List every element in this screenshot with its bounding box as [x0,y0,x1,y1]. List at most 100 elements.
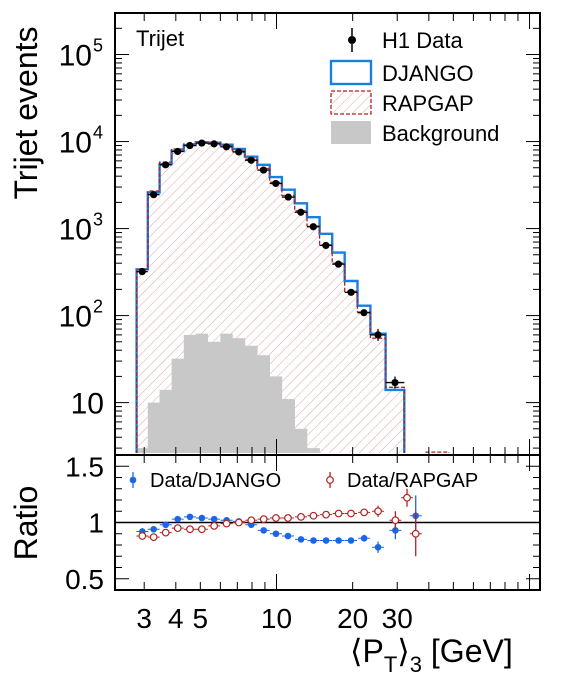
background-bar [136,448,149,453]
ratio-point-rapgap [149,533,158,542]
background-bar [207,341,221,453]
background-bar [171,358,185,453]
rapgap-histogram [135,141,450,453]
ratio-point-django [150,525,157,533]
y-tick-label: 10 [59,301,92,334]
rapgap-bar [147,191,160,453]
y-tick-label: 10 [71,388,104,421]
background-bar [294,428,308,453]
legend-marker-background [331,121,371,144]
data-point [391,378,399,387]
ratio-point-django [392,527,399,534]
y-tick-label: 10 [59,214,92,247]
background-bar [159,389,172,453]
rapgap-bar [319,244,333,453]
data-point [334,260,343,268]
ratio-y-tick-label: 1 [88,508,104,539]
legend-marker-data-dot [348,36,356,44]
ratio-point-rapgap [259,515,268,524]
x-tick-label: 10 [261,603,292,634]
ratio-point-django [360,534,368,542]
ratio-point-rapgap [334,509,343,518]
ratio-point-rapgap [138,532,147,540]
ratio-point-rapgap [360,508,369,517]
y-tick-exponent: 2 [93,297,103,317]
ratio-point-django [297,536,305,543]
main-panel [114,12,541,456]
legend-label: H1 Data [382,28,463,53]
ratio-point-rapgap [309,511,318,520]
ratio-point-rapgap [222,519,231,528]
x-tick-label: 4 [168,603,184,634]
y-tick-exponent: 5 [93,36,103,56]
data-point [186,141,194,150]
ratio-y-tick-label: 1.5 [65,451,104,482]
y-axis-title: Trijet events [8,26,44,199]
legend-marker-django-ratio-dot [129,476,137,484]
x-axis-title-part: 3 [410,652,422,677]
ratio-y-tick-label: 0.5 [65,564,104,595]
background-bar [195,333,209,453]
ratio-point-django [347,537,355,544]
background-bar [257,355,271,453]
legend-marker-rapgap [330,90,372,115]
data-point [174,147,182,156]
legend-label: Data/DJANGO [150,470,281,492]
ratio-point-rapgap [284,514,292,522]
x-axis-title-part: T [384,652,397,677]
data-point [347,288,355,296]
rapgap-bar [385,387,405,453]
x-tick-label: 20 [337,603,368,634]
data-point [297,208,305,216]
legend-marker-rapgap-ratio-dot [326,476,334,484]
legend-label: Data/RAPGAP [347,470,478,492]
data-point [259,166,268,174]
ratio-point-rapgap [374,507,382,516]
ratio-point-django [260,527,267,534]
x-axis-title-part: ⟩ [397,633,409,669]
x-tick-label: 5 [193,603,209,634]
data-point [150,191,158,199]
panel-tag: Trijet [136,26,184,51]
ratio-point-rapgap [403,493,411,502]
data-point [222,143,231,151]
rapgap-bar [307,226,320,453]
rapgap-bar [344,291,358,453]
data-point [309,223,317,231]
rapgap-bar [136,269,148,453]
data-point [360,309,368,317]
ratio-point-rapgap [234,518,243,527]
ratio-point-django [210,515,218,523]
ratio-point-rapgap [161,528,170,537]
data-point [210,140,218,148]
ratio-axis-title: Ratio [8,486,44,561]
background-bar [244,345,258,453]
ratio-plot-area [115,488,540,557]
y-tick-label: 10 [59,40,92,73]
data-point [161,161,170,169]
background-bar [307,448,320,453]
ratio-point-rapgap [272,514,280,522]
ratio-point-django [174,515,182,523]
ratio-point-django [322,537,330,544]
y-tick-exponent: 3 [93,210,103,230]
legend-label: Background [382,121,499,146]
legend-marker-django [329,59,373,86]
background-bar [220,333,233,453]
background-bar [232,338,246,453]
rapgap-bar [357,311,371,453]
ratio-point-rapgap [186,525,194,534]
ratio-point-rapgap [347,509,355,518]
rapgap-bar [281,195,295,453]
ratio-point-rapgap [247,516,256,525]
background-bar [147,402,160,453]
ratio-point-rapgap [297,512,305,521]
x-tick-label: 30 [382,603,413,634]
data-point [198,139,206,147]
legend-label: RAPGAP [382,91,474,116]
ratio-point-rapgap [411,529,420,538]
x-tick-label: 3 [136,603,152,634]
background-bar [183,334,197,453]
y-tick-label: 10 [59,127,92,160]
